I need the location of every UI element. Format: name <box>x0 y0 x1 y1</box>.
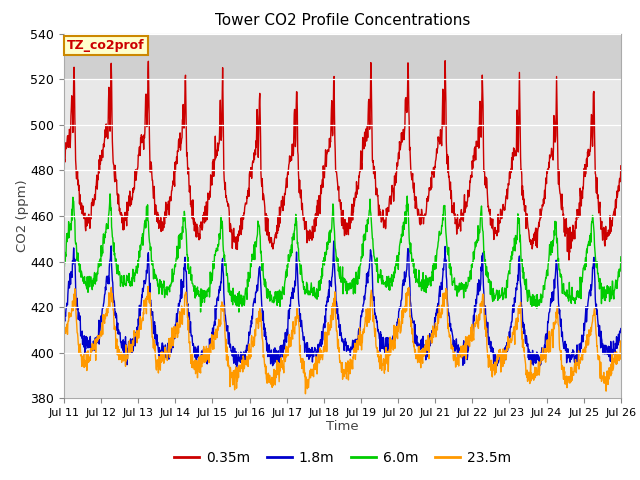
Title: Tower CO2 Profile Concentrations: Tower CO2 Profile Concentrations <box>214 13 470 28</box>
6.0m <box>502 290 510 296</box>
Y-axis label: CO2 (ppm): CO2 (ppm) <box>16 180 29 252</box>
1.8m <box>246 330 254 336</box>
0.35m <box>429 168 436 173</box>
1.8m <box>617 326 625 332</box>
6.0m <box>429 260 437 266</box>
0.35m <box>442 58 449 63</box>
Line: 0.35m: 0.35m <box>64 60 621 260</box>
0.35m <box>246 172 254 178</box>
23.5m <box>552 318 559 324</box>
Legend: 0.35m, 1.8m, 6.0m, 23.5m: 0.35m, 1.8m, 6.0m, 23.5m <box>168 445 516 470</box>
23.5m <box>144 284 152 289</box>
0.35m <box>60 163 68 168</box>
1.8m <box>330 238 337 244</box>
1.8m <box>60 319 68 325</box>
6.0m <box>184 255 192 261</box>
1.8m <box>552 272 559 277</box>
23.5m <box>184 327 192 333</box>
0.35m <box>184 171 191 177</box>
Line: 23.5m: 23.5m <box>64 287 621 394</box>
6.0m <box>247 264 255 270</box>
1.8m <box>502 343 510 348</box>
6.0m <box>60 264 68 270</box>
6.0m <box>235 309 243 315</box>
23.5m <box>502 357 510 362</box>
0.35m <box>551 139 559 145</box>
1.8m <box>276 367 284 372</box>
Line: 1.8m: 1.8m <box>64 241 621 370</box>
23.5m <box>60 330 68 336</box>
1.8m <box>184 301 191 307</box>
1.8m <box>429 332 437 337</box>
23.5m <box>171 334 179 340</box>
1.8m <box>170 336 178 342</box>
23.5m <box>301 391 309 396</box>
0.35m <box>170 178 178 183</box>
23.5m <box>429 335 437 340</box>
6.0m <box>552 225 559 231</box>
0.35m <box>502 194 509 200</box>
X-axis label: Time: Time <box>326 420 358 432</box>
23.5m <box>246 352 254 358</box>
0.35m <box>617 163 625 168</box>
6.0m <box>617 254 625 260</box>
6.0m <box>171 262 179 268</box>
6.0m <box>106 191 114 197</box>
Text: TZ_co2prof: TZ_co2prof <box>67 39 145 52</box>
Line: 6.0m: 6.0m <box>64 194 621 312</box>
Bar <box>64 34 621 79</box>
0.35m <box>565 257 573 263</box>
23.5m <box>617 342 625 348</box>
